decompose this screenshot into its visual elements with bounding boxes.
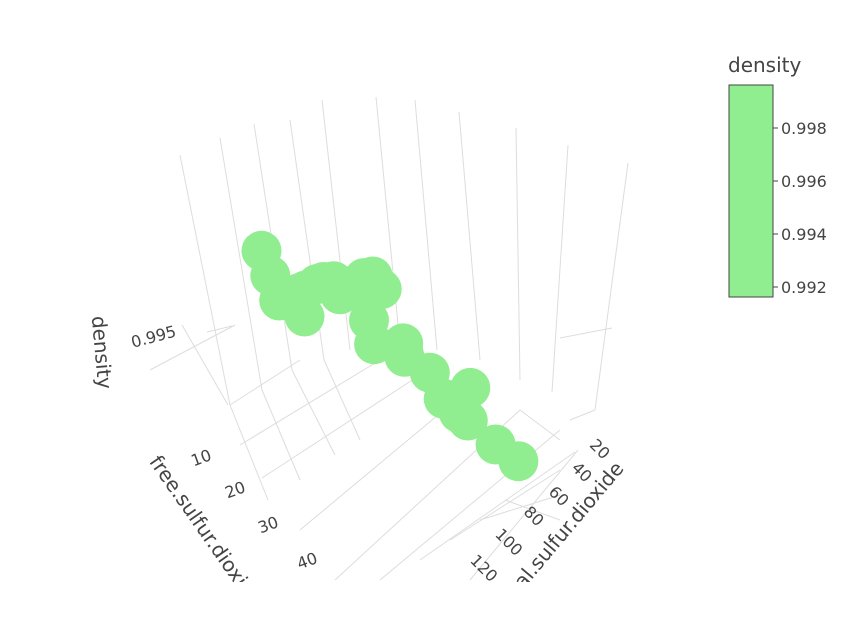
z-axis: 0.995 density <box>87 315 178 390</box>
data-point <box>361 269 402 309</box>
colorbar: density 0.998 0.996 0.994 0.992 <box>728 53 827 298</box>
colorbar-tick-label: 0.994 <box>781 225 827 244</box>
colorbar-tick-label: 0.998 <box>781 119 827 138</box>
colorbar-swatch <box>728 84 774 298</box>
data-point <box>284 296 325 337</box>
data-point <box>447 400 488 441</box>
data-points <box>241 230 539 482</box>
y-tick-label: 120 <box>466 551 501 586</box>
colorbar-tick-label: 0.996 <box>781 172 827 191</box>
x-tick-label: 10 <box>188 445 214 470</box>
x-tick-label: 30 <box>255 512 281 537</box>
colorbar-title: density <box>728 53 801 77</box>
x-tick-label: 40 <box>294 548 320 573</box>
data-point <box>319 274 360 315</box>
y-tick-label: 100 <box>491 525 526 560</box>
z-axis-title: density <box>87 315 117 390</box>
colorbar-tick-label: 0.992 <box>781 278 827 297</box>
plot-bottom-clip <box>0 582 860 642</box>
data-point <box>498 441 539 482</box>
x-tick-label: 20 <box>222 477 248 502</box>
z-tick-label: 0.995 <box>129 322 178 352</box>
